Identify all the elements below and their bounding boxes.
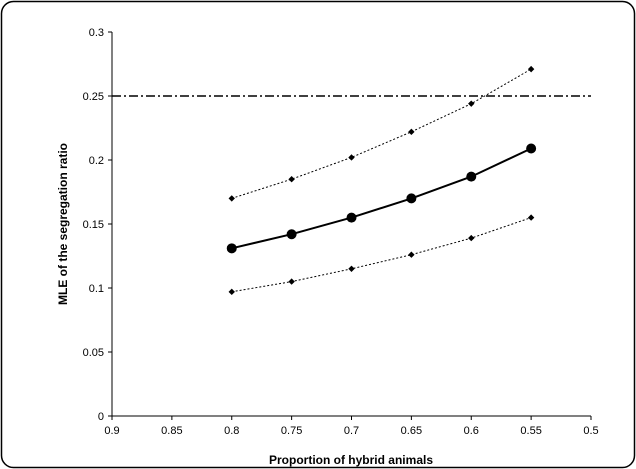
data-point-upper-bound bbox=[468, 100, 475, 107]
x-tick-label: 0.5 bbox=[583, 425, 598, 437]
x-tick-label: 0.7 bbox=[344, 425, 359, 437]
data-point-estimate bbox=[466, 171, 477, 182]
y-tick-label: 0.05 bbox=[83, 347, 104, 359]
y-tick-label: 0.1 bbox=[89, 283, 104, 295]
x-tick-label: 0.75 bbox=[281, 425, 302, 437]
series-line-estimate bbox=[231, 147, 532, 250]
data-point-estimate bbox=[346, 212, 357, 223]
data-point-lower-bound bbox=[228, 288, 235, 296]
y-axis-title: MLE of the segregation ratio bbox=[56, 143, 70, 305]
x-tick-label: 0.8 bbox=[224, 425, 239, 437]
x-tick-label: 0.9 bbox=[104, 425, 119, 437]
data-point-upper-bound bbox=[408, 128, 415, 136]
series-upper-bound bbox=[228, 65, 535, 202]
series-line-upper-bound bbox=[231, 68, 532, 199]
data-point-lower-bound bbox=[527, 214, 535, 221]
data-point-estimate bbox=[226, 243, 237, 254]
x-tick-label: 0.65 bbox=[401, 425, 422, 437]
data-point-estimate bbox=[286, 229, 297, 240]
data-point-upper-bound bbox=[288, 176, 295, 183]
data-point-upper-bound bbox=[228, 195, 235, 202]
data-point-upper-bound bbox=[527, 65, 535, 73]
y-tick-label: 0.2 bbox=[89, 155, 104, 167]
series-layer bbox=[226, 65, 537, 296]
y-tick-label: 0.25 bbox=[83, 91, 104, 103]
data-point-lower-bound bbox=[468, 234, 475, 242]
series-estimate bbox=[226, 143, 537, 254]
x-tick-label: 0.85 bbox=[161, 425, 182, 437]
series-line-lower-bound bbox=[231, 217, 532, 293]
data-point-lower-bound bbox=[348, 265, 355, 272]
x-axis-title: Proportion of hybrid animals bbox=[269, 453, 433, 467]
data-point-estimate bbox=[526, 143, 537, 154]
y-tick-label: 0 bbox=[98, 411, 104, 423]
data-point-estimate bbox=[406, 193, 417, 204]
axes-layer: 0 0.05 0.1 0.15 0.2 0.25 0.3 0.9 0.85 0.8 0.75 0.7 0… bbox=[83, 27, 599, 437]
series-lower-bound bbox=[228, 214, 535, 296]
y-tick-label: 0.15 bbox=[83, 219, 104, 231]
x-tick-label: 0.6 bbox=[464, 425, 479, 437]
x-tick-label: 0.55 bbox=[520, 425, 541, 437]
data-point-upper-bound bbox=[348, 154, 355, 161]
data-point-lower-bound bbox=[408, 251, 415, 258]
data-point-lower-bound bbox=[288, 278, 295, 285]
y-tick-label: 0.3 bbox=[89, 27, 104, 39]
